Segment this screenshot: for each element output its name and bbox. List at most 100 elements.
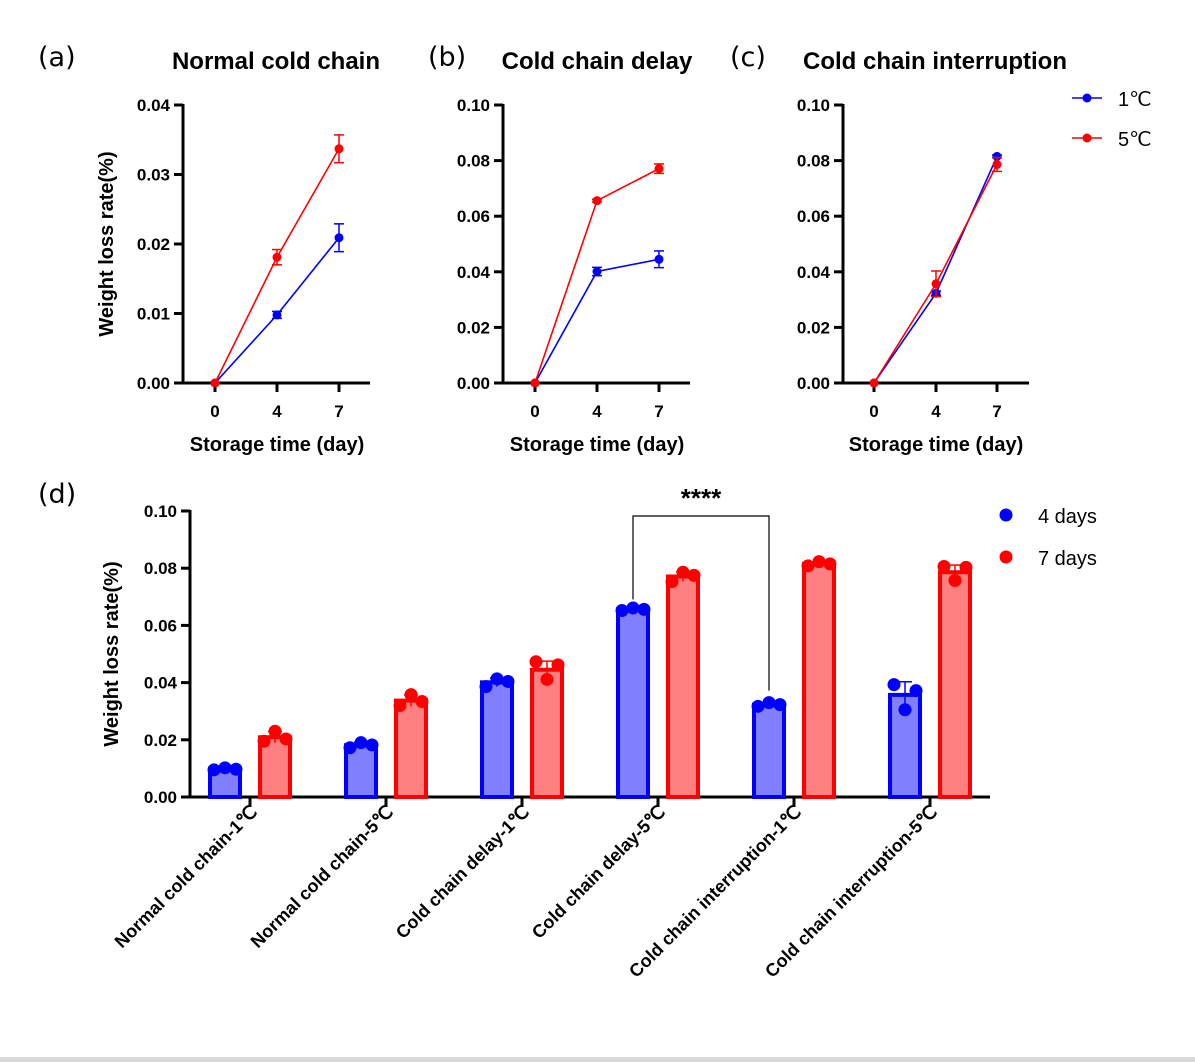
panel-d-category-label: Normal cold chain-1℃ [111,802,261,952]
panel-d-replicate-point [687,568,701,582]
panel-d-bar-7days [394,698,428,799]
panel-d-replicate-point [762,696,776,710]
panel-b-y-tick-label: 0.06 [457,207,490,226]
panel-d-replicate-point [404,688,418,702]
panel-c-data-point [931,279,941,289]
panel-d-bar-7days [530,667,564,799]
panel-c-title: Cold chain interruption [803,48,1067,75]
panel-c-letter: (c) [730,42,766,73]
panel-c-y-tick-label: 0.00 [797,374,830,393]
panel-a-y-axis-label: Weight loss rate(%) [96,151,118,336]
panel-d-replicate-point [751,699,765,713]
panel-d-bar-4days [616,607,650,799]
panel-a-data-point [334,233,344,243]
panel-c-data-point [869,378,879,388]
panel-d-replicate-point [343,741,357,755]
panel-c-data-point [992,159,1002,169]
panel-d-bar-chart: Weight loss rate(%) 4 days 7 days **** 0… [101,483,1097,981]
panel-b-data-point [654,254,664,264]
panel-d-replicate-point [898,703,912,717]
panel-b-line-chart: Storage time (day) 0.00 0.02 0.04 0.06 0.08 0… [457,96,690,456]
panel-d-replicate-point [229,762,243,776]
panel-b-y-tick-label: 0.02 [457,318,490,337]
panel-d-bar-7days [802,561,836,799]
panel-a-y-tick-label: 0.03 [137,166,170,185]
legend-7days-marker-icon [999,550,1013,564]
significance-stars: **** [681,483,722,513]
panel-b-series-line-1c [534,258,660,384]
panel-d-bar-4days [480,680,514,800]
panel-b-data-point [592,267,602,277]
panel-d-replicate-point [948,573,962,587]
panel-d-replicate-point [529,655,543,669]
significance-bracket [632,515,770,691]
panel-d-replicate-point [479,680,493,694]
panel-b-x-axis-label: Storage time (day) [510,434,684,456]
panel-a-series-line-5c [214,148,340,384]
bottom-border [0,1057,1195,1062]
panel-d-replicate-point [268,724,282,738]
panel-a-x-tick-label: 0 [210,402,219,421]
panel-d-replicate-point [501,674,515,688]
panel-a-data-point [272,310,282,320]
panel-b-data-point [530,378,540,388]
panel-d-replicate-point [551,658,565,672]
panel-d-replicate-point [801,559,815,573]
panel-d-bar-4days [344,743,378,800]
panel-c-y-tick-label: 0.08 [797,152,830,171]
panel-c-data-point [992,151,1002,161]
panel-a-y-tick-label: 0.00 [137,374,170,393]
panel-b-x-tick-label: 7 [654,402,663,421]
panel-a-x-tick-label: 7 [334,402,343,421]
panel-c-x-tick-label: 0 [869,402,878,421]
panel-a-data-point [210,378,220,388]
legend-4days-marker-icon [999,508,1013,522]
panel-d-replicate-point [812,555,826,569]
panel-d-bar-7days [938,570,972,799]
panel-a-y-tick-label: 0.01 [137,305,170,324]
panel-b-y-tick-label: 0.00 [457,374,490,393]
panel-a-data-point [272,252,282,262]
panel-b-x-tick-label: 0 [530,402,539,421]
panel-c-y-tick-label: 0.04 [797,263,831,282]
panel-c-x-axis-label: Storage time (day) [849,434,1023,456]
panel-d-replicate-point [365,738,379,752]
panel-b-letter: (b) [428,42,466,73]
panel-a-title: Normal cold chain [172,48,380,75]
panel-d-y-tick-label: 0.08 [144,559,177,578]
panel-d-replicate-point [637,602,651,616]
legend-4days-label: 4 days [1038,506,1097,528]
panel-d-y-tick-label: 0.02 [144,731,177,750]
panel-b-y-tick-label: 0.04 [457,263,491,282]
panel-c-y-tick-label: 0.10 [797,96,830,115]
panel-c-y-tick-label: 0.02 [797,318,830,337]
panel-d-replicate-point [887,678,901,692]
panel-d-letter: (d) [38,479,76,510]
panel-a-y-tick-label: 0.02 [137,235,170,254]
panel-d-y-tick-label: 0.00 [144,788,177,807]
panel-d-category-label: Cold chain delay-5℃ [528,802,669,943]
panel-b-data-point [654,164,664,174]
panel-d-category-label: Normal cold chain-5℃ [247,802,397,952]
panel-b-data-point [592,196,602,206]
panel-d-replicate-point [393,698,407,712]
panel-d-replicate-point [490,672,504,686]
legend-1c-label: 1℃ [1118,89,1152,111]
panel-d-replicate-point [676,565,690,579]
panel-d-replicate-point [959,560,973,574]
panel-c-y-tick-label: 0.06 [797,207,830,226]
legend-bar: 4 days 7 days [999,506,1097,570]
panel-d-replicate-point [665,575,679,589]
panel-d-bar-4days [752,702,786,800]
panel-d-bar-7days [666,574,700,800]
panel-d-replicate-point [937,559,951,573]
panel-b-y-tick-label: 0.10 [457,96,490,115]
panel-d-replicate-point [626,601,640,615]
panel-c-x-tick-label: 7 [992,402,1001,421]
panel-d-replicate-point [218,761,232,775]
panel-d-y-axis-label: Weight loss rate(%) [101,561,123,746]
panel-d-replicate-point [207,763,221,777]
panel-b-title: Cold chain delay [502,48,693,75]
legend-7days-label: 7 days [1038,548,1097,570]
legend-line: 1℃ 5℃ [1072,89,1152,151]
